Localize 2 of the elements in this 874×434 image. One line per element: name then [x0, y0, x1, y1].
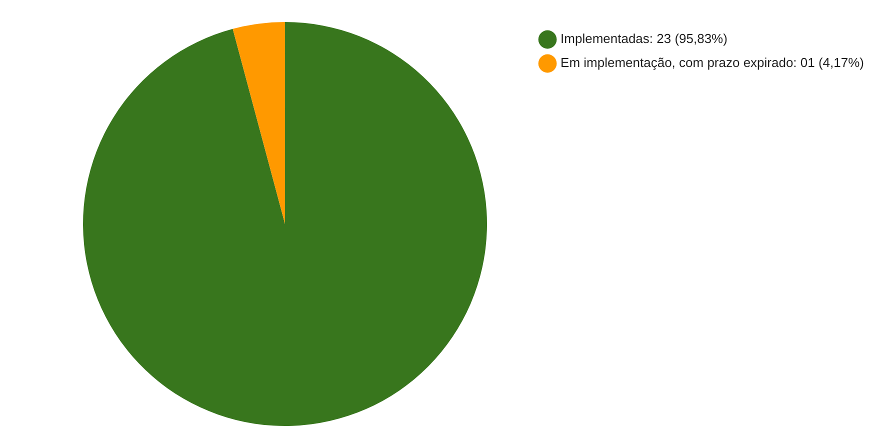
- legend-label: Em implementação, com prazo expirado: 01 (4,17%): [560, 55, 864, 70]
- legend-label: Implementadas: 23 (95,83%): [560, 31, 728, 46]
